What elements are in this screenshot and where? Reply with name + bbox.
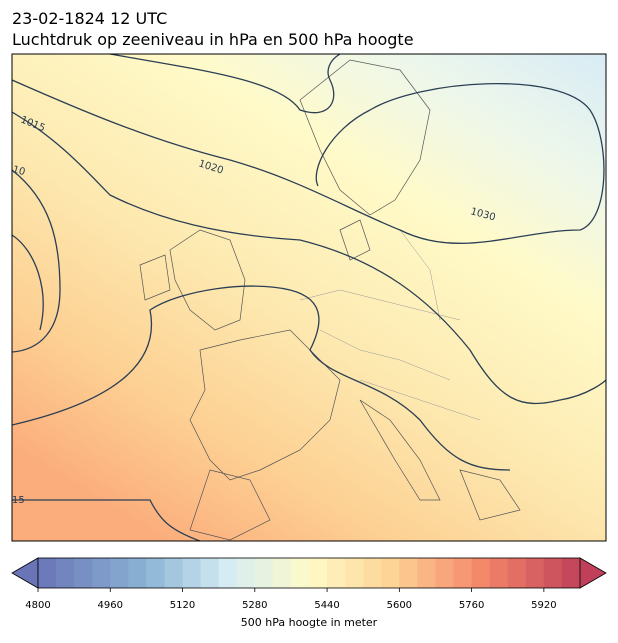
- coastline: [139, 59, 521, 541]
- colorbar-segment: [435, 558, 455, 588]
- colorbar-segment: [327, 558, 346, 588]
- colorbar-segment: [92, 558, 111, 588]
- colorbar-segment: [74, 558, 93, 588]
- colorbar-segment: [290, 558, 310, 588]
- map-frame: [11, 53, 607, 542]
- colorbar-tick-label: 5440: [314, 600, 339, 611]
- colorbar-segment: [345, 558, 364, 588]
- colorbar-segment: [128, 558, 147, 588]
- borders: [299, 229, 481, 421]
- colorbar-segment: [561, 558, 581, 588]
- colorbar-tick-label: 5120: [170, 600, 195, 611]
- colorbar-segment: [218, 558, 238, 588]
- colorbar-segment: [489, 558, 509, 588]
- colorbar-segment: [110, 558, 129, 588]
- colorbar-label: 500 hPa hoogte in meter: [241, 616, 378, 629]
- colorbar-extend-high: [579, 557, 607, 589]
- title-line-2: Luchtdruk op zeeniveau in hPa en 500 hPa…: [12, 30, 414, 49]
- isobar-label: 15: [12, 495, 25, 506]
- isobar-label: 10: [11, 164, 26, 178]
- colorbar-segment: [363, 558, 382, 588]
- colorbar-tick-label: 5280: [242, 600, 267, 611]
- colorbar-segment: [236, 558, 256, 588]
- title-line-1: 23-02-1824 12 UTC: [12, 9, 167, 28]
- colorbar-segment: [507, 558, 527, 588]
- colorbar-segment: [453, 558, 473, 588]
- colorbar: 4800 4960 5120 5280 5440 5600 5760 5920: [11, 557, 607, 611]
- colorbar-tick-label: 5920: [531, 600, 556, 611]
- colorbar-segment: [543, 558, 563, 588]
- colorbar-segment: [146, 558, 165, 588]
- colorbar-segment: [471, 558, 491, 588]
- colorbar-segment: [272, 558, 292, 588]
- colorbar-segment: [200, 558, 220, 588]
- isobar: [12, 285, 511, 471]
- colorbar-segment: [525, 558, 545, 588]
- colorbar-tick-label: 5600: [387, 600, 412, 611]
- colorbar-segment: [381, 558, 400, 588]
- isobar: [12, 111, 606, 405]
- colorbar-segment: [417, 558, 436, 588]
- colorbar-tick-label: 5760: [459, 600, 484, 611]
- isobar: [12, 499, 201, 541]
- map: 1015 1020 1030 10 15: [11, 54, 606, 541]
- colorbar-tick-label: 4800: [25, 600, 50, 611]
- colorbar-segment: [254, 558, 274, 588]
- isobar: [12, 234, 44, 331]
- colorbar-segment: [399, 558, 418, 588]
- colorbar-extend-low: [11, 557, 39, 589]
- colorbar-segment: [56, 558, 75, 588]
- colorbar-segment: [182, 558, 202, 588]
- isobar: [109, 54, 341, 114]
- isobar: [12, 79, 605, 244]
- colorbar-frame: [37, 557, 581, 589]
- colorbar-tick-label: 4960: [98, 600, 123, 611]
- isobar: [12, 169, 61, 353]
- colorbar-segment: [164, 558, 184, 588]
- colorbar-segment: [38, 558, 57, 588]
- colorbar-segment: [309, 558, 328, 588]
